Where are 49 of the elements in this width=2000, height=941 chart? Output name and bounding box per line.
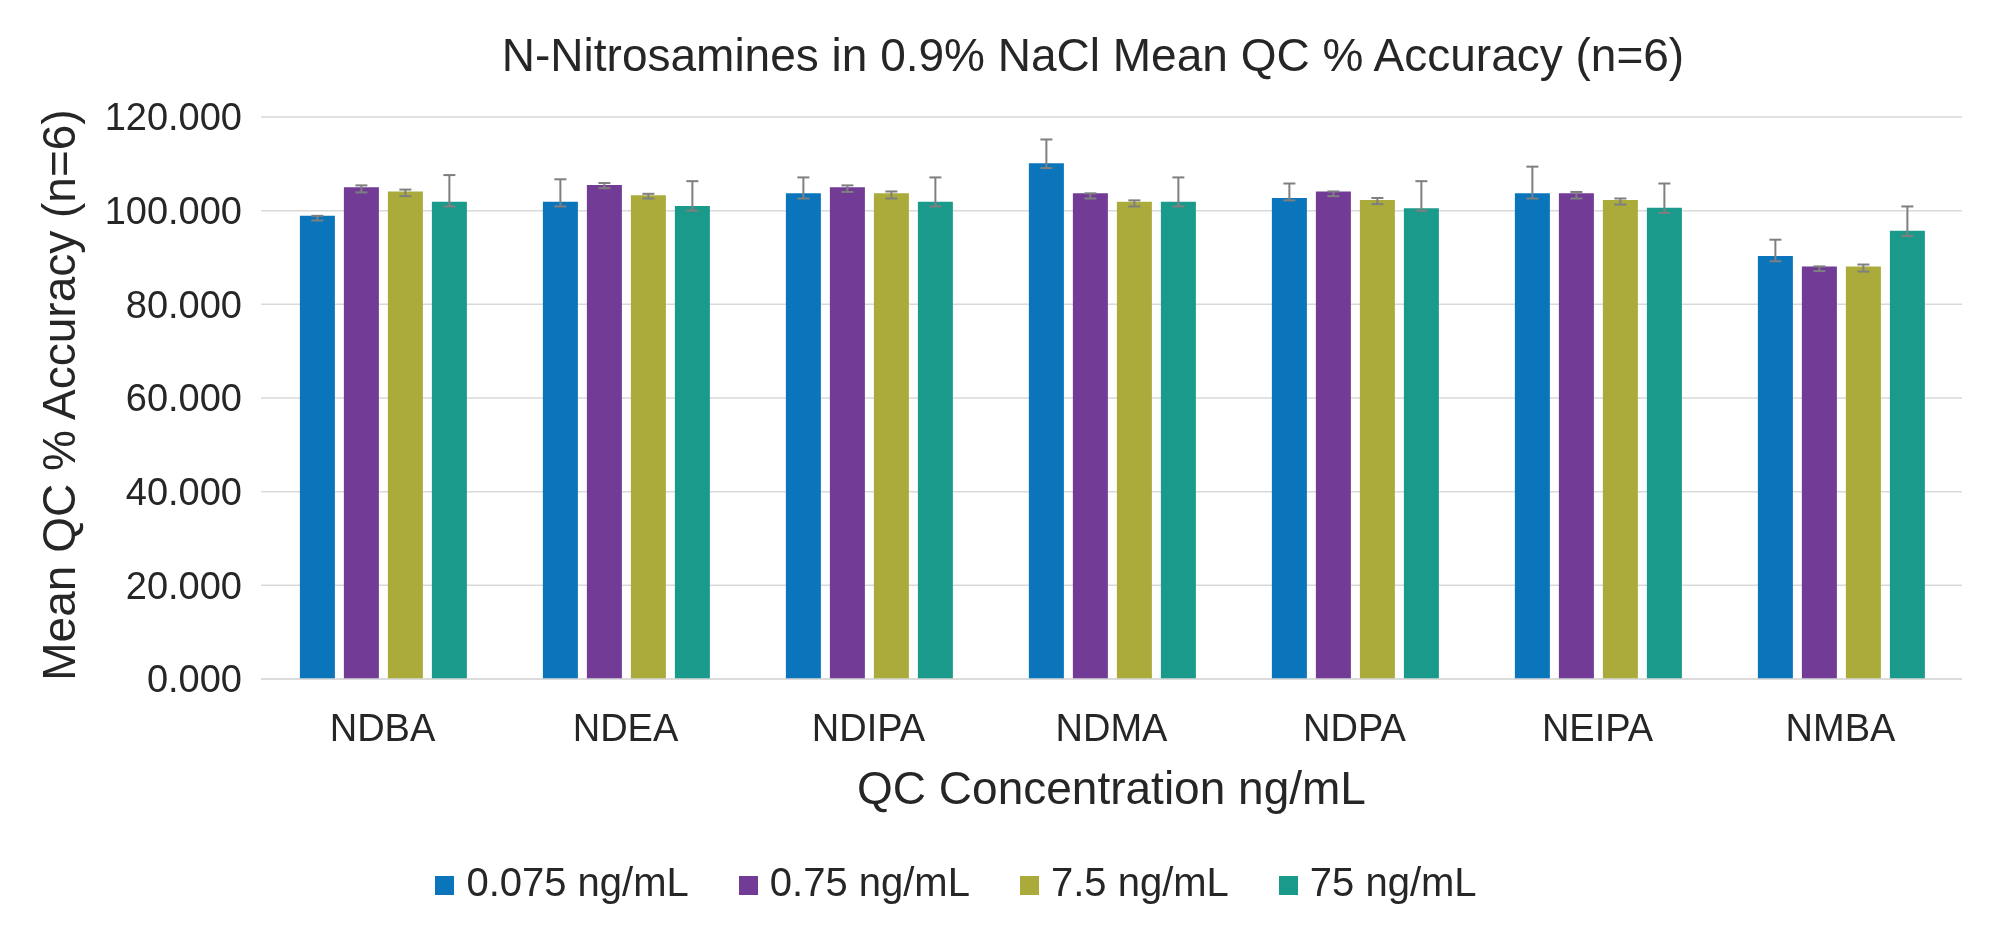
x-tick-label: NEIPA: [1541, 706, 1654, 749]
bar: [387, 191, 423, 679]
bar: [1889, 230, 1925, 679]
bar: [431, 201, 467, 679]
y-tick-label: 60.000: [125, 377, 242, 420]
x-axis-title: QC Concentration ng/mL: [856, 761, 1367, 816]
bar: [1558, 193, 1594, 679]
bar: [1602, 199, 1638, 679]
x-tick-label: NDBA: [329, 706, 436, 749]
bar: [785, 193, 821, 679]
bar: [674, 205, 710, 679]
x-tick-label: NDEA: [572, 706, 679, 749]
y-tick-label: 40.000: [125, 471, 242, 514]
bar: [829, 187, 865, 679]
bar: [1403, 208, 1439, 679]
bar: [542, 201, 578, 679]
chart-title: N-Nitrosamines in 0.9% NaCl Mean QC % Accuracy (n=6): [500, 28, 1686, 83]
bar: [1646, 207, 1682, 679]
bar: [1160, 201, 1196, 679]
x-tick-label: NMBA: [1785, 706, 1897, 749]
y-tick-label: 20.000: [125, 564, 242, 607]
y-axis-title: Mean QC % Accuracy (n=6): [32, 108, 86, 683]
x-tick-label: NDPA: [1303, 706, 1407, 749]
y-tick-label: 120.000: [104, 96, 242, 139]
bar: [1359, 199, 1395, 679]
bar: [1116, 201, 1152, 679]
x-tick-label: NDMA: [1055, 706, 1169, 749]
bar: [299, 215, 335, 679]
bar: [630, 195, 666, 679]
y-tick-label: 0.000: [146, 658, 242, 701]
bar: [873, 193, 909, 679]
legend-label: 75 ng/mL: [1309, 860, 1477, 904]
bar: [1801, 266, 1837, 679]
bar: [1271, 198, 1307, 679]
bar: [1845, 266, 1881, 679]
x-tick-label: NDIPA: [811, 706, 926, 749]
bar: [1757, 256, 1793, 679]
bar: [1072, 193, 1108, 679]
legend-label: 0.075 ng/mL: [466, 860, 689, 904]
legend-label: 7.5 ng/mL: [1050, 860, 1229, 904]
y-tick-label: 100.000: [104, 190, 242, 233]
legend-label: 0.75 ng/mL: [769, 860, 970, 904]
y-tick-label: 80.000: [125, 283, 242, 326]
bar: [1028, 163, 1064, 679]
bar: [1315, 191, 1351, 679]
bar: [917, 201, 953, 679]
bar: [343, 187, 379, 679]
bar: [1514, 193, 1550, 679]
bar: [586, 184, 622, 679]
